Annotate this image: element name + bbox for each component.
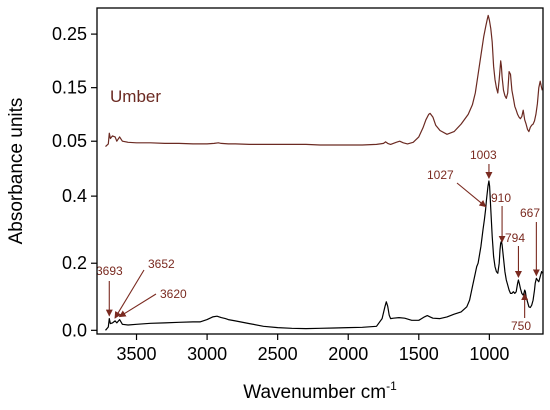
x-tick-label: 2000	[328, 344, 368, 364]
y-tick-label-bottom: 0.4	[62, 186, 87, 206]
annotation-layer: 3693 3652 3620 1027 1003 910 794 750 667	[96, 148, 540, 333]
peak-label-750: 750	[511, 319, 531, 333]
peak-label-667: 667	[520, 206, 540, 220]
x-tick-label: 3500	[116, 344, 156, 364]
series-line-sample	[105, 180, 543, 331]
peak-label-3620: 3620	[160, 287, 187, 301]
peak-arrow-3652	[114, 269, 145, 319]
y-axis-title: Absorbance units	[6, 98, 27, 245]
tick-layer: 3500 3000 2500 2000 1500 1000 0.05 0.15 0.25 0.0 0…	[52, 24, 509, 364]
y-tick-label-top: 0.05	[52, 131, 87, 151]
y-tick-label-bottom: 0.2	[62, 253, 87, 273]
x-axis-title-superscript: -1	[386, 379, 397, 393]
peak-label-910: 910	[491, 191, 511, 205]
peak-arrow-1027	[456, 182, 487, 208]
series-layer	[105, 14, 543, 331]
x-tick-label: 1000	[469, 344, 509, 364]
series-label-umber: Umber	[110, 87, 161, 106]
peak-arrow-3620	[118, 293, 157, 318]
y-tick-label-top: 0.15	[52, 78, 87, 98]
series-line-umber	[105, 14, 543, 148]
y-tick-label-bottom: 0.0	[62, 320, 87, 340]
y-tick-label-top: 0.25	[52, 24, 87, 44]
peak-label-3652: 3652	[148, 257, 175, 271]
x-tick-label: 1500	[399, 344, 439, 364]
x-axis-title: Wavenumber cm-1	[243, 379, 397, 403]
peak-label-3693: 3693	[96, 264, 123, 278]
plot-frame	[96, 7, 544, 335]
peak-label-794: 794	[505, 231, 525, 245]
x-tick-label: 3000	[187, 344, 227, 364]
x-tick-label: 2500	[258, 344, 298, 364]
peak-label-1027: 1027	[427, 168, 454, 182]
peak-label-1003: 1003	[470, 148, 497, 162]
